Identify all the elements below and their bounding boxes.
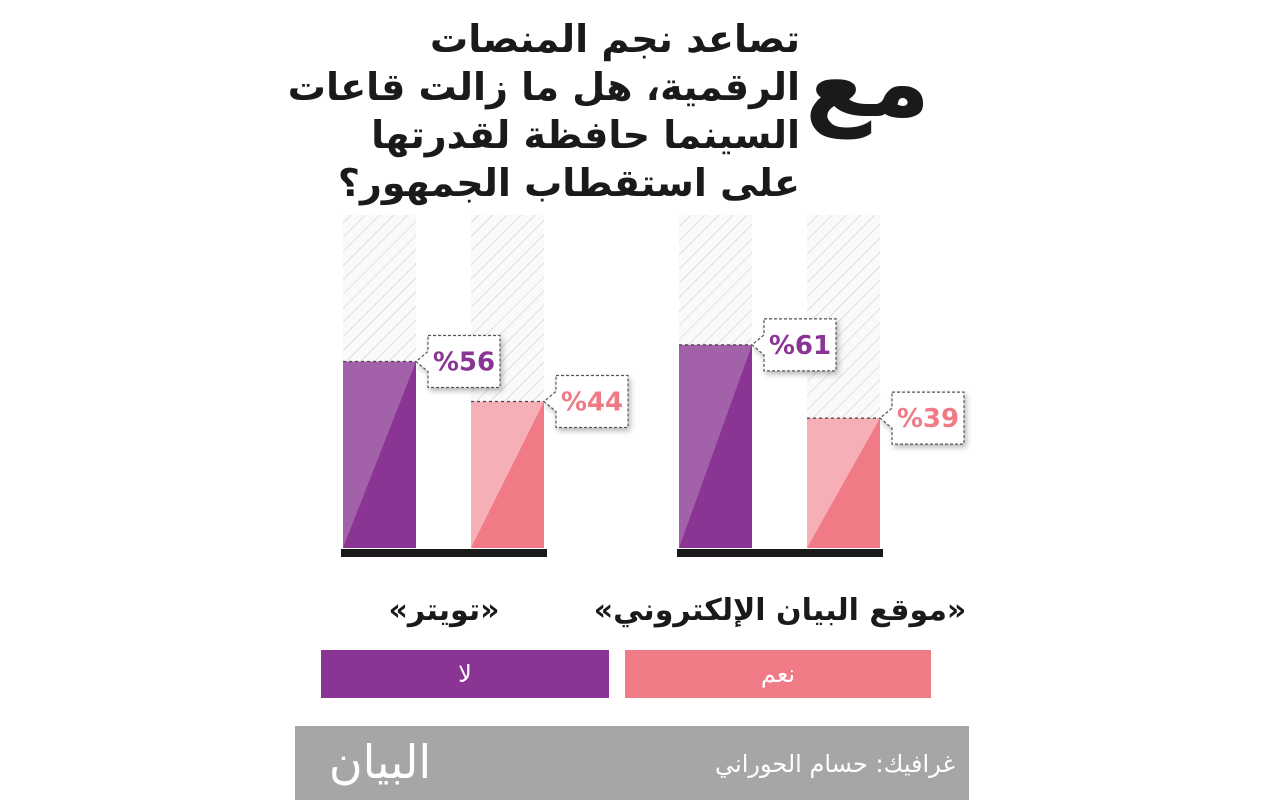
legend-swatch-no — [321, 650, 609, 698]
svg-text:%44: %44 — [561, 387, 623, 417]
category-label-twitter: «تويتر» — [388, 593, 499, 628]
title-line-4: على استقطاب الجمهور؟ — [337, 161, 800, 205]
al-bayan-logo: البيان — [329, 735, 431, 789]
legend-label-yes: نعم — [761, 660, 795, 688]
bar-website-yes — [807, 417, 880, 548]
bar-twitter-no — [343, 360, 416, 548]
title-line-2: الرقمية، هل ما زالت قاعات — [287, 65, 800, 109]
svg-text:%56: %56 — [433, 348, 495, 378]
footer-bar: غرافيك: حسام الحوراني البيان — [295, 726, 969, 800]
graphic-credit: غرافيك: حسام الحوراني — [715, 750, 955, 778]
title-line-3: السينما حافظة لقدرتها — [371, 113, 800, 157]
data-label-twitter-no: %56 — [415, 334, 501, 389]
data-label-twitter-yes: %44 — [543, 374, 629, 429]
bar-website-no — [679, 344, 752, 548]
question-title: تصاعد نجم المنصات الرقمية، هل ما زالت قا… — [288, 10, 800, 210]
title-line-1: تصاعد نجم المنصات — [430, 17, 800, 61]
legend-label-no: لا — [458, 660, 472, 688]
svg-text:%39: %39 — [897, 404, 959, 434]
data-label-website-no: %61 — [751, 318, 837, 372]
section-logo-word: مع — [805, 27, 931, 139]
category-label-website: «موقع البيان الإلكتروني» — [594, 593, 967, 628]
legend-swatch-yes — [625, 650, 931, 698]
baseline-website — [677, 549, 883, 557]
bar-twitter-yes — [471, 400, 544, 548]
legend: نعم لا — [321, 650, 931, 698]
svg-text:%61: %61 — [769, 331, 831, 361]
data-label-website-yes: %39 — [879, 391, 965, 445]
baseline-twitter — [341, 549, 547, 557]
